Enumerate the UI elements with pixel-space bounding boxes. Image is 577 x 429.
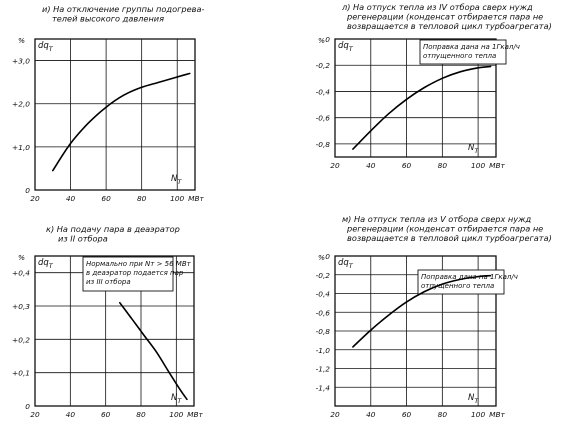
y-tick-label: +3,0 bbox=[12, 57, 30, 66]
y-tick-label: 0 bbox=[325, 252, 330, 261]
chart-caption-line: возвращается в тепловой цикл турбоагрега… bbox=[347, 21, 552, 31]
chart-i: и) На отключение группы подогрева-телей … bbox=[12, 4, 205, 203]
y-tick-label: -1,0 bbox=[316, 346, 331, 355]
x-tick-label: 80 bbox=[136, 410, 146, 419]
y-axis-label: dqT bbox=[38, 41, 54, 53]
y-tick-label: 0 bbox=[25, 402, 30, 411]
x-tick-label: 20 bbox=[330, 410, 340, 419]
x-tick-label: 100 bbox=[169, 410, 183, 419]
x-tick-label: 40 bbox=[66, 410, 76, 419]
chart-note-line: отпущенного тепла bbox=[423, 52, 496, 60]
x-tick-label: 40 bbox=[366, 410, 376, 419]
chart-caption-line: м) На отпуск тепла из V отбора сверх нуж… bbox=[342, 214, 532, 224]
series-line bbox=[119, 301, 188, 401]
chart-note-box bbox=[417, 269, 505, 295]
chart-note-line: Поправка дана на 1Гкал/ч bbox=[421, 273, 518, 281]
series-line bbox=[352, 65, 492, 150]
x-tick-label: 80 bbox=[438, 410, 448, 419]
chart-caption-line: регенерации (конденсат отбирается пара н… bbox=[346, 12, 543, 22]
x-tick-label: 100 bbox=[471, 410, 485, 419]
y-axis-label: dqT bbox=[338, 41, 354, 53]
y-axis-label: dqT bbox=[38, 258, 54, 270]
series-line bbox=[352, 274, 492, 348]
y-tick-label: -0,2 bbox=[316, 61, 331, 70]
y-unit-label: % bbox=[18, 36, 25, 45]
y-tick-label: +0,3 bbox=[12, 302, 30, 311]
chart-caption-line: из II отбора bbox=[58, 234, 108, 244]
y-tick-label: -0,8 bbox=[316, 327, 331, 336]
y-tick-label: 0 bbox=[25, 186, 30, 195]
y-tick-label: -0,8 bbox=[316, 140, 331, 149]
x-tick-label: 20 bbox=[30, 410, 40, 419]
x-unit-label: МВт bbox=[489, 161, 505, 170]
chart-note-line: из III отбора bbox=[86, 278, 131, 286]
x-axis-label: NT bbox=[468, 143, 479, 155]
y-axis-label: dqT bbox=[338, 258, 354, 270]
chart-m: м) На отпуск тепла из V отбора сверх нуж… bbox=[316, 214, 552, 419]
y-tick-label: +0,1 bbox=[12, 369, 30, 378]
chart-caption-line: л) На отпуск тепла из IV отбора сверх ну… bbox=[341, 2, 533, 12]
x-tick-label: 80 bbox=[137, 194, 147, 203]
plot-frame bbox=[334, 255, 497, 407]
x-tick-label: 60 bbox=[402, 161, 412, 170]
chart-caption-line: регенерации (конденсат отбирается пара н… bbox=[346, 224, 543, 234]
y-unit-label: % bbox=[18, 253, 25, 262]
y-tick-label: 0 bbox=[325, 35, 330, 44]
y-tick-label: -1,4 bbox=[316, 383, 331, 392]
x-tick-label: 60 bbox=[101, 194, 111, 203]
x-tick-label: 60 bbox=[402, 410, 412, 419]
chart-caption-line: и) На отключение группы подогрева- bbox=[42, 4, 204, 14]
x-axis-label: NT bbox=[171, 174, 182, 186]
y-tick-label: -1,2 bbox=[316, 365, 331, 374]
plot-frame bbox=[34, 38, 196, 191]
plot-frame bbox=[334, 38, 497, 158]
x-unit-label: МВт bbox=[188, 194, 204, 203]
y-tick-label: +1,0 bbox=[12, 143, 30, 152]
y-unit-label: % bbox=[318, 253, 325, 262]
chart-caption-line: возвращается в тепловой цикл турбоагрега… bbox=[347, 233, 552, 243]
x-tick-label: 40 bbox=[366, 161, 376, 170]
y-tick-label: -0,6 bbox=[316, 308, 331, 317]
chart-note-line: Поправка дана на 1Гкал/ч bbox=[423, 43, 520, 51]
x-unit-label: МВт bbox=[187, 410, 203, 419]
y-tick-label: +2,0 bbox=[12, 100, 30, 109]
y-tick-label: -0,6 bbox=[316, 114, 331, 123]
chart-note-line: Нормально при Nт > 56 МВт bbox=[86, 260, 192, 268]
chart-caption-line: телей высокого давления bbox=[52, 14, 164, 24]
x-axis-label: NT bbox=[468, 393, 479, 405]
x-unit-label: МВт bbox=[489, 410, 505, 419]
chart-note-box bbox=[82, 256, 174, 292]
chart-note-line: в деаэратор подается пар bbox=[86, 269, 184, 277]
series-line bbox=[52, 72, 191, 172]
y-tick-label: -0,4 bbox=[316, 290, 331, 299]
y-tick-label: +0,4 bbox=[12, 269, 30, 278]
chart-note-line: отпущенного тепла bbox=[421, 282, 494, 290]
x-axis-label: NT bbox=[171, 393, 182, 405]
x-tick-label: 20 bbox=[30, 194, 40, 203]
chart-caption-line: к) На подачу пара в деаэратор bbox=[46, 224, 180, 234]
x-tick-label: 80 bbox=[438, 161, 448, 170]
y-tick-label: +0,2 bbox=[12, 335, 30, 344]
y-tick-label: -0,4 bbox=[316, 87, 331, 96]
chart-l: л) На отпуск тепла из IV отбора сверх ну… bbox=[316, 2, 552, 170]
y-unit-label: % bbox=[318, 36, 325, 45]
x-tick-label: 20 bbox=[330, 161, 340, 170]
x-tick-label: 40 bbox=[66, 194, 76, 203]
x-tick-label: 100 bbox=[471, 161, 485, 170]
plot-frame bbox=[34, 255, 195, 407]
x-tick-label: 60 bbox=[101, 410, 111, 419]
y-tick-label: -0,2 bbox=[316, 271, 331, 280]
x-tick-label: 100 bbox=[170, 194, 184, 203]
chart-note-box bbox=[419, 39, 507, 65]
